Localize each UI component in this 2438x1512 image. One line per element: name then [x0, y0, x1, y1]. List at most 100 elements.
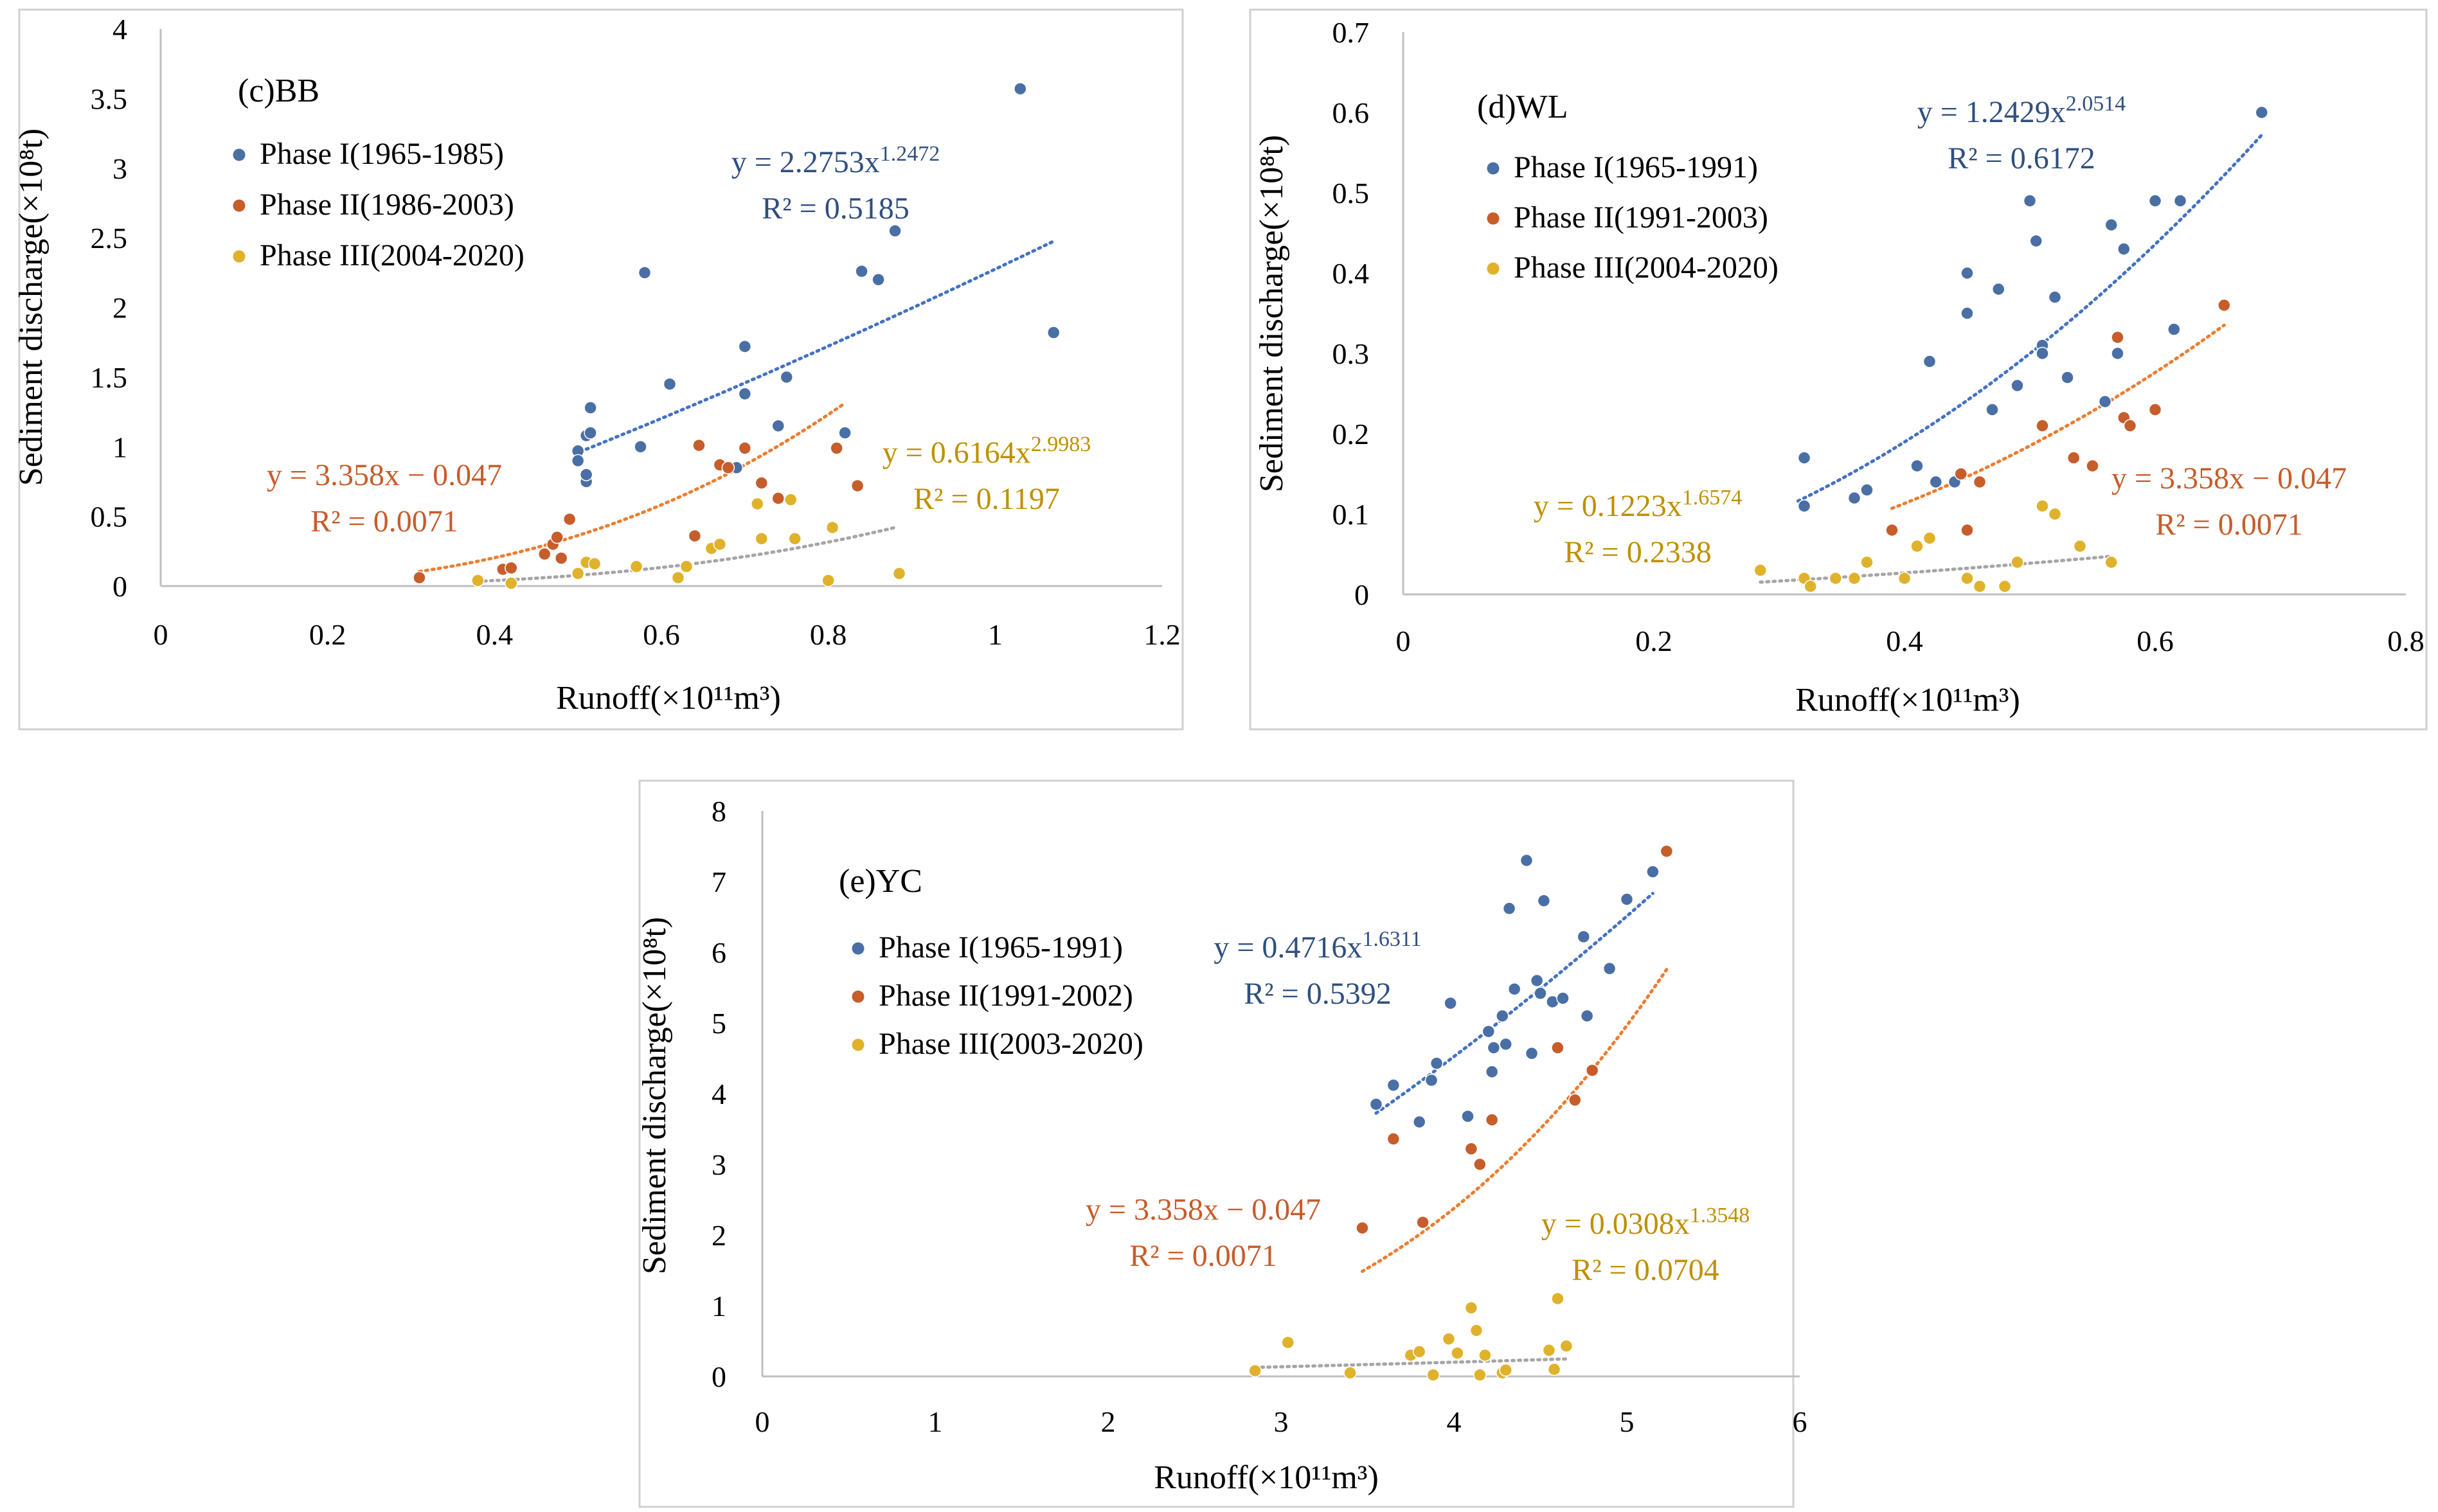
data-point-phase-2	[2123, 419, 2137, 432]
data-point-phase-3	[784, 493, 798, 506]
y-tick-label: 0.5	[91, 501, 128, 533]
data-point-phase-2	[1885, 523, 1899, 537]
y-tick-label: 3	[712, 1148, 726, 1181]
y-tick-label: 0.5	[1332, 177, 1370, 209]
data-point-phase-2	[1973, 475, 1987, 489]
trendline-r2-1: R² = 0.5392	[1244, 977, 1391, 1011]
data-point-phase-3	[751, 497, 764, 511]
data-point-phase-1	[1960, 307, 1974, 320]
trendline-3	[476, 526, 897, 583]
data-point-phase-2	[830, 441, 843, 455]
data-point-phase-3	[2073, 539, 2087, 553]
data-point-phase-3	[1804, 580, 1817, 593]
data-point-phase-2	[2036, 419, 2049, 432]
data-point-phase-3	[1464, 1301, 1478, 1315]
data-point-phase-1	[1496, 1009, 1509, 1023]
legend-label-phase-2: Phase II(1991-2003)	[1514, 200, 1768, 235]
trendline-equation-3: y = 0.0308x1.3548	[1541, 1204, 1750, 1241]
data-point-phase-1	[2029, 234, 2043, 248]
data-point-phase-1	[2036, 346, 2049, 360]
data-point-phase-1	[1847, 491, 1861, 505]
data-point-phase-1	[2098, 395, 2112, 409]
data-point-phase-2	[1551, 1041, 1564, 1054]
data-point-phase-3	[1343, 1366, 1357, 1380]
data-point-phase-1	[1507, 982, 1521, 996]
x-tick-label: 0.6	[2137, 625, 2174, 657]
legend-label-phase-3: Phase III(2004-2020)	[260, 238, 524, 272]
data-point-phase-3	[2036, 499, 2049, 513]
trendline-2	[1360, 968, 1669, 1273]
data-point-phase-3	[892, 567, 906, 580]
data-point-phase-1	[1910, 459, 1924, 473]
data-point-phase-1	[1797, 451, 1811, 465]
data-point-phase-1	[2061, 371, 2074, 384]
y-tick-label: 0.7	[1332, 16, 1370, 49]
data-point-phase-2	[1660, 844, 1674, 858]
data-point-phase-3	[1923, 531, 1937, 545]
x-tick-label: 0.2	[1635, 625, 1672, 657]
data-point-phase-1	[571, 454, 585, 468]
data-point-phase-3	[788, 532, 802, 546]
data-point-phase-3	[1897, 571, 1912, 585]
data-point-phase-3	[1551, 1292, 1564, 1306]
data-point-phase-2	[738, 441, 752, 455]
data-point-phase-1	[780, 370, 793, 384]
data-point-phase-1	[2173, 194, 2187, 208]
data-point-phase-3	[1860, 555, 1874, 569]
data-point-phase-1	[1602, 962, 1617, 975]
x-tick-label: 6	[1793, 1405, 1807, 1438]
data-point-phase-3	[1412, 1345, 1426, 1358]
trendline-2	[1890, 323, 2226, 510]
data-point-phase-1	[663, 377, 677, 391]
legend-label-phase-1: Phase I(1965-1991)	[879, 930, 1123, 965]
trendline-r2-3: R² = 0.0704	[1572, 1253, 1719, 1287]
data-point-phase-1	[1992, 282, 2005, 296]
data-point-phase-1	[1537, 894, 1551, 907]
data-point-phase-3	[1559, 1339, 1573, 1353]
data-point-phase-2	[755, 476, 769, 490]
x-tick-label: 0.8	[810, 618, 847, 651]
data-point-phase-2	[2067, 451, 2081, 465]
data-point-phase-2	[850, 479, 865, 493]
trendline-3	[1759, 555, 2113, 584]
x-tick-label: 5	[1620, 1405, 1635, 1438]
data-point-phase-1	[1461, 1109, 1474, 1123]
data-point-phase-2	[2218, 298, 2231, 312]
legend-label-phase-2: Phase II(1986-2003)	[260, 188, 514, 222]
y-tick-label: 0.3	[1332, 337, 1370, 370]
y-tick-label: 5	[712, 1007, 726, 1040]
y-axis-label: Sediment discharge(×10⁸t)	[636, 917, 673, 1274]
trendline-3	[1253, 1357, 1568, 1369]
data-point-phase-1	[838, 426, 852, 440]
data-point-phase-3	[1499, 1363, 1512, 1377]
data-point-phase-1	[2048, 290, 2062, 304]
y-tick-label: 3	[112, 152, 127, 185]
data-point-phase-3	[821, 574, 835, 587]
legend-marker-phase-3	[852, 1038, 865, 1051]
data-point-phase-1	[1014, 82, 1027, 96]
data-point-phase-1	[584, 401, 597, 414]
data-point-phase-3	[1478, 1348, 1492, 1362]
data-point-phase-1	[2104, 218, 2118, 232]
trendline-equation-1: y = 2.2753x1.2472	[731, 142, 940, 179]
y-tick-label: 4	[712, 1078, 726, 1110]
data-point-phase-3	[1910, 539, 1924, 553]
data-point-phase-2	[721, 461, 735, 475]
data-point-phase-3	[1473, 1368, 1487, 1382]
y-tick-label: 1.5	[91, 361, 128, 394]
data-point-phase-2	[692, 438, 706, 452]
chart-frame	[18, 8, 1184, 731]
legend-marker-phase-2	[852, 990, 865, 1003]
legend-label-phase-1: Phase I(1965-1985)	[260, 137, 504, 171]
data-point-phase-2	[1464, 1142, 1478, 1156]
trendline-r2-1: R² = 0.5185	[762, 191, 909, 226]
y-tick-label: 0.2	[1332, 418, 1370, 450]
data-point-phase-3	[825, 520, 839, 535]
data-point-phase-2	[2111, 330, 2124, 344]
data-point-phase-1	[1519, 853, 1534, 867]
data-point-phase-1	[1424, 1073, 1439, 1087]
y-tick-label: 0.1	[1332, 498, 1370, 531]
data-point-phase-3	[629, 560, 643, 573]
data-point-phase-2	[537, 547, 551, 561]
data-point-phase-3	[1960, 571, 1974, 585]
